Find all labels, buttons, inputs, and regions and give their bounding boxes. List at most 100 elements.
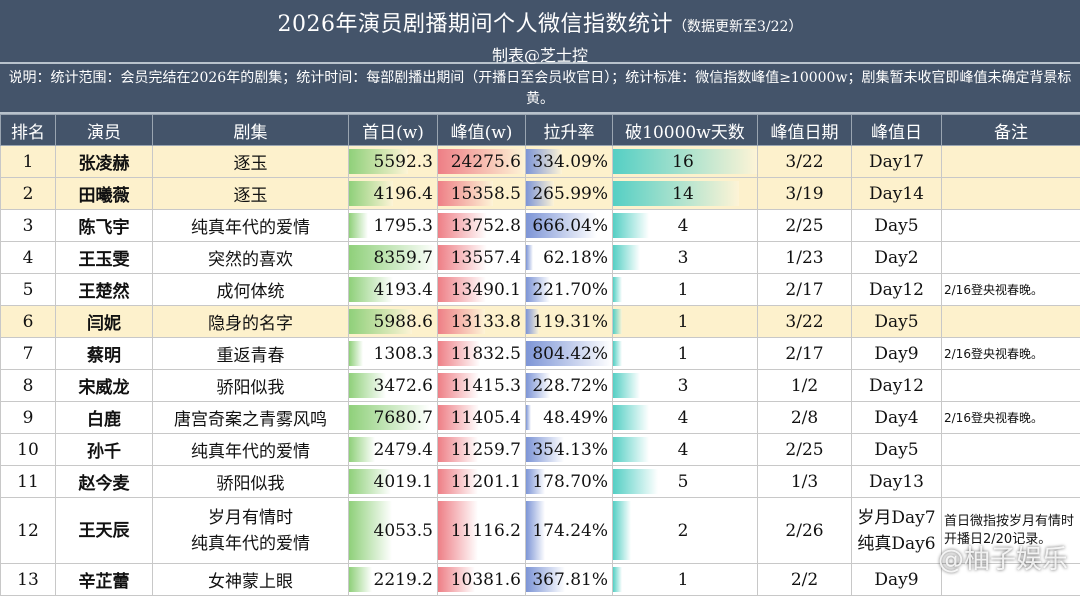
cell-drama: 骄阳似我 [153,466,349,498]
rise-value: 804.42% [532,344,608,364]
cell-peak_date: 2/26 [758,498,852,564]
watermark: @柚子娱乐 [938,539,1068,576]
first-value: 5988.6 [374,312,433,332]
peak-value: 11405.4 [451,408,521,428]
rise-value: 174.24% [532,521,608,541]
cell-days: 4 [613,210,758,242]
first-value: 3472.6 [374,376,433,396]
cell-peak_date: 2/17 [758,274,852,306]
days-data-bar [613,213,649,238]
author-credit: 制表@芝士控 [0,42,1080,66]
cell-peak: 10381.6 [438,564,526,596]
cell-rank: 9 [1,402,56,434]
peak-value: 11201.1 [451,472,521,492]
cell-peak: 15358.5 [438,178,526,210]
first-value: 8359.7 [374,248,433,268]
cell-peak_date: 1/3 [758,466,852,498]
cell-rank: 12 [1,498,56,564]
cell-first: 1795.3 [349,210,438,242]
cell-first: 2219.2 [349,564,438,596]
cell-peak_day: Day5 [852,434,942,466]
cell-actor: 白鹿 [56,402,153,434]
cell-peak_day: Day2 [852,242,942,274]
cell-peak_date: 1/23 [758,242,852,274]
cell-rise: 354.13% [526,434,613,466]
cell-drama: 女神蒙上眼 [153,564,349,596]
days-value: 3 [678,376,689,396]
first-value: 4196.4 [374,184,433,204]
cell-peak_date: 3/22 [758,146,852,178]
rise-value: 119.31% [532,312,608,332]
cell-drama: 逐玉 [153,146,349,178]
first-data-bar [349,213,368,238]
cell-note [942,434,1080,466]
days-value: 1 [678,344,689,364]
cell-rise: 48.49% [526,402,613,434]
cell-drama: 唐宫奇案之青雾风鸣 [153,402,349,434]
cell-rank: 13 [1,564,56,596]
rise-value: 48.49% [543,408,608,428]
column-header: 峰值(w) [438,115,526,146]
rise-value: 265.99% [532,184,608,204]
cell-peak_date: 3/22 [758,306,852,338]
cell-first: 3472.6 [349,370,438,402]
cell-days: 4 [613,434,758,466]
cell-drama: 骄阳似我 [153,370,349,402]
cell-drama: 重返青春 [153,338,349,370]
cell-days: 1 [613,564,758,596]
table-title-block: 2026年演员剧播期间个人微信指数统计（数据更新至3/22） 制表@芝士控 [0,0,1080,64]
column-header: 备注 [942,115,1080,146]
cell-rank: 7 [1,338,56,370]
cell-note [942,146,1080,178]
cell-actor: 陈飞宇 [56,210,153,242]
cell-peak_day: Day9 [852,338,942,370]
cell-rank: 6 [1,306,56,338]
cell-actor: 田曦薇 [56,178,153,210]
page-title: 2026年演员剧播期间个人微信指数统计 [278,12,674,37]
cell-drama: 成何体统 [153,274,349,306]
cell-drama: 岁月有情时 纯真年代的爱情 [153,498,349,564]
days-value: 5 [678,472,689,492]
cell-drama: 隐身的名字 [153,306,349,338]
cell-peak_date: 2/17 [758,338,852,370]
cell-first: 8359.7 [349,242,438,274]
cell-rise: 804.42% [526,338,613,370]
peak-value: 13490.1 [451,280,521,300]
days-data-bar [613,405,649,430]
cell-first: 5592.3 [349,146,438,178]
days-value: 14 [672,184,694,204]
peak-value: 15358.5 [451,184,521,204]
cell-rank: 10 [1,434,56,466]
cell-note [942,370,1080,402]
rise-data-bar [526,405,531,430]
days-data-bar [613,469,658,494]
cell-actor: 王楚然 [56,274,153,306]
peak-value: 11259.7 [451,440,521,460]
cell-first: 4193.4 [349,274,438,306]
cell-note [942,178,1080,210]
days-data-bar [613,437,649,462]
days-data-bar [613,341,622,366]
cell-peak_date: 2/25 [758,434,852,466]
column-header: 破10000w天数 [613,115,758,146]
cell-peak_day: Day5 [852,210,942,242]
cell-first: 7680.7 [349,402,438,434]
cell-note: 2/16登央视春晚。 [942,274,1080,306]
days-data-bar [613,309,622,334]
cell-note: 2/16登央视春晚。 [942,338,1080,370]
peak-value: 24275.6 [451,152,521,172]
cell-rank: 5 [1,274,56,306]
first-data-bar [349,341,363,366]
days-value: 4 [678,408,689,428]
cell-peak: 11116.2 [438,498,526,564]
cell-actor: 孙千 [56,434,153,466]
cell-note: 2/16登央视春晚。 [942,402,1080,434]
days-value: 16 [672,152,694,172]
cell-peak_day: Day4 [852,402,942,434]
